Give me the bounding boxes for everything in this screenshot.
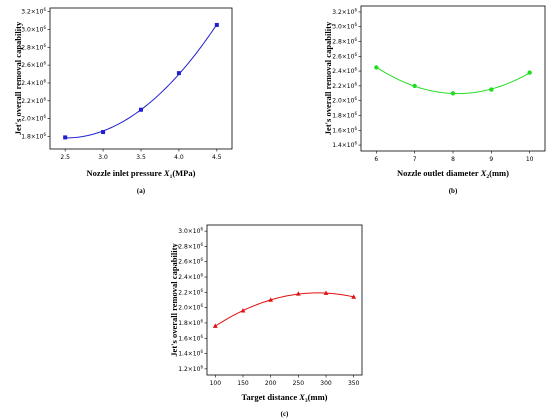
y-tick-label: 2.6×106 xyxy=(332,52,357,61)
panel-label: (c) xyxy=(281,410,289,418)
y-tick-label: 2.8×106 xyxy=(21,43,46,52)
x-tick-label: 250 xyxy=(293,380,305,387)
plot-frame xyxy=(360,5,546,152)
y-tick-label: 2.8×106 xyxy=(178,242,203,251)
x-axis-ticks: 2.5 3.0 3.5 4.0 4.5 xyxy=(60,149,222,161)
data-point xyxy=(527,70,532,75)
data-point xyxy=(323,290,329,295)
data-point xyxy=(450,91,456,96)
plot-frame xyxy=(206,224,363,376)
x-axis-label: Nozzle outlet diameter X2(mm) xyxy=(397,168,509,180)
y-tick-label: 2.0×106 xyxy=(332,96,357,105)
y-tick-label: 2.0×106 xyxy=(178,303,203,312)
x-tick-label: 3.5 xyxy=(136,154,146,161)
x-tick-label: 9 xyxy=(489,156,493,163)
x-tick-label: 150 xyxy=(237,380,249,387)
panel-label: (a) xyxy=(137,187,146,195)
y-tick-label: 2.6×106 xyxy=(21,61,46,70)
y-axis-ticks: 1.8×106 2.0×106 2.2×106 2.4×106 2.6×106 2.8×1… xyxy=(21,7,50,141)
chart-panel-a: 2.5 3.0 3.5 4.0 4.5 1.8×106 2.0×106 2.2×106 2.4… xyxy=(13,7,233,195)
x-tick-label: 8 xyxy=(451,156,455,163)
y-tick-label: 3.2×106 xyxy=(21,7,46,16)
y-axis-label: Jet's overall removal capability xyxy=(13,21,23,135)
x-axis-label: Nozzle inlet pressure X1(MPa) xyxy=(87,168,196,180)
x-tick-label: 7 xyxy=(413,156,417,163)
y-tick-label: 2.4×106 xyxy=(332,67,357,76)
y-tick-label: 2.8×106 xyxy=(332,37,357,46)
x-axis-ticks: 6 7 8 9 10 xyxy=(374,151,534,163)
data-point xyxy=(63,135,68,140)
data-point xyxy=(212,323,218,328)
data-markers xyxy=(63,22,219,140)
x-tick-label: 6 xyxy=(374,156,378,163)
y-tick-label: 1.8×106 xyxy=(332,111,357,120)
data-point xyxy=(214,22,219,27)
data-point xyxy=(268,297,274,302)
x-axis-label: Target distance X3(mm) xyxy=(241,392,327,404)
fitted-curve xyxy=(65,24,218,139)
x-axis-ticks: 100 150 200 250 300 350 xyxy=(210,375,360,387)
data-point xyxy=(139,107,143,112)
x-tick-label: 100 xyxy=(210,380,222,387)
x-tick-label: 4.5 xyxy=(212,154,222,161)
x-tick-label: 3.0 xyxy=(98,154,108,161)
y-tick-label: 1.8×106 xyxy=(178,318,203,327)
data-markers xyxy=(212,290,357,328)
x-tick-label: 300 xyxy=(320,380,332,387)
y-tick-label: 2.2×106 xyxy=(21,96,46,105)
chart-panel-b: 6 7 8 9 10 1.4×106 1.6×106 1.8×106 2.0×106 2.2×1… xyxy=(323,5,546,195)
y-tick-label: 1.6×106 xyxy=(332,126,357,135)
data-point xyxy=(240,308,246,313)
y-tick-label: 1.2×106 xyxy=(178,364,203,373)
chart-panel-c: 100 150 200 250 300 350 1.2×106 1.4×106 1.6×106… xyxy=(169,224,363,418)
y-tick-label: 1.4×106 xyxy=(178,349,203,358)
y-tick-label: 2.2×106 xyxy=(178,288,203,297)
y-tick-label: 3.0×106 xyxy=(21,25,46,34)
y-tick-label: 1.8×106 xyxy=(21,132,46,141)
y-tick-label: 1.4×106 xyxy=(332,141,357,150)
y-tick-label: 3.0×106 xyxy=(332,22,357,31)
y-tick-label: 3.0×106 xyxy=(178,227,203,236)
y-tick-label: 3.2×106 xyxy=(332,7,357,16)
x-tick-label: 200 xyxy=(265,380,277,387)
data-point xyxy=(101,130,106,135)
panel-label: (b) xyxy=(449,187,458,195)
y-tick-label: 2.0×106 xyxy=(21,114,46,123)
data-point xyxy=(412,83,417,89)
data-markers xyxy=(374,65,532,96)
y-tick-label: 2.6×106 xyxy=(178,257,203,266)
data-point xyxy=(176,71,181,76)
y-axis-ticks: 1.4×106 1.6×106 1.8×106 2.0×106 2.2×106 2.4×1… xyxy=(332,7,361,149)
y-tick-label: 2.4×106 xyxy=(21,78,46,87)
plot-frame xyxy=(49,7,233,150)
fitted-curve xyxy=(215,292,354,327)
y-axis-label: Jet's overall removal capability xyxy=(323,21,333,135)
y-axis-label: Jet's overall removal capability xyxy=(169,243,179,357)
y-axis-ticks: 1.2×106 1.4×106 1.6×106 1.8×106 2.0×106 2.2×1… xyxy=(178,227,207,373)
data-point xyxy=(351,294,357,299)
y-tick-label: 2.4×106 xyxy=(178,273,203,282)
x-tick-label: 10 xyxy=(526,156,534,163)
x-tick-label: 4.0 xyxy=(174,154,184,161)
x-tick-label: 2.5 xyxy=(60,154,70,161)
x-tick-label: 350 xyxy=(348,380,360,387)
fitted-curve xyxy=(376,66,530,95)
y-tick-label: 2.2×106 xyxy=(332,81,357,90)
data-point xyxy=(489,87,494,92)
data-point xyxy=(374,65,379,70)
y-tick-label: 1.6×106 xyxy=(178,334,203,343)
data-point xyxy=(295,291,301,296)
